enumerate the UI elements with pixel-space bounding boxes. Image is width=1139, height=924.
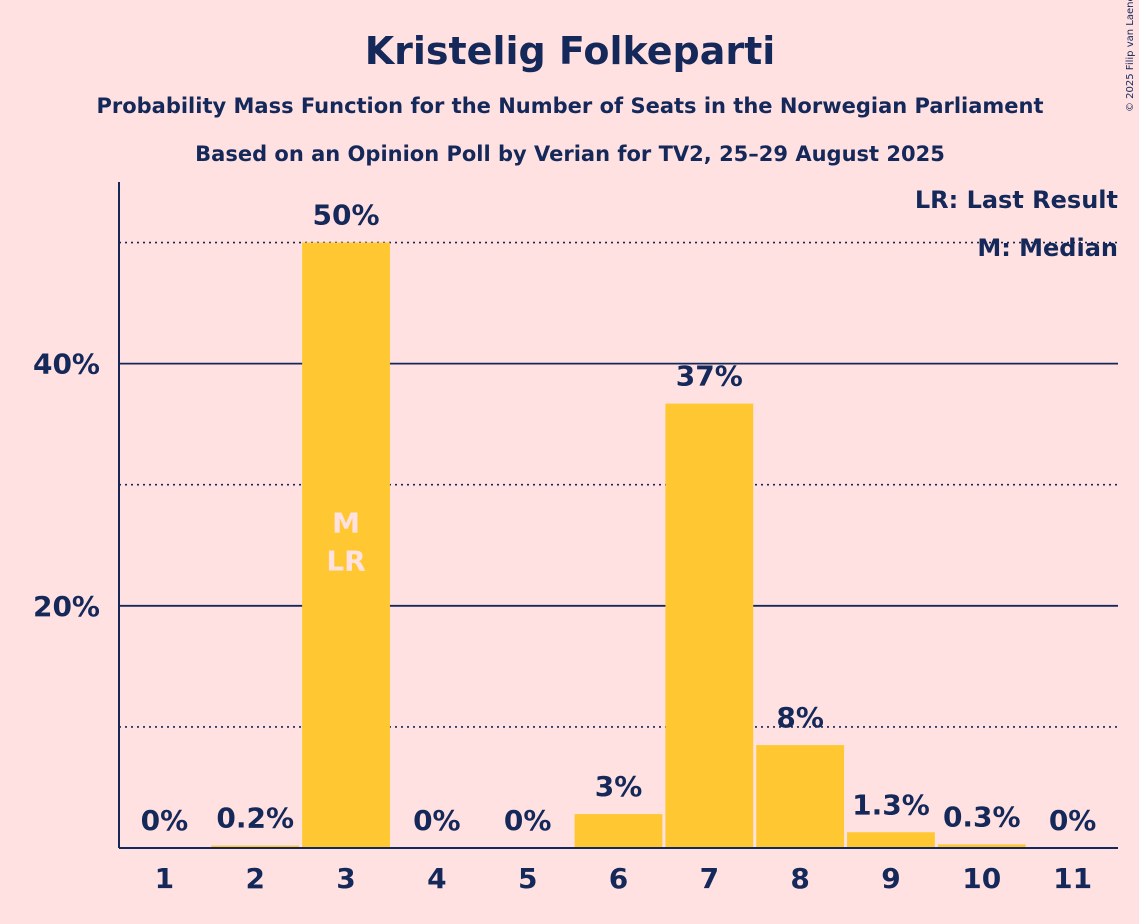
bar-value-label: 50% — [313, 199, 380, 232]
gridlines — [119, 241, 1118, 728]
x-tick-label: 7 — [700, 862, 719, 895]
x-tick-label: 1 — [155, 862, 174, 895]
bars — [211, 242, 1026, 848]
chart-title: Kristelig Folkeparti — [365, 29, 776, 73]
copyright-notice: © 2025 Filip van Laenen — [1125, 0, 1136, 112]
bar — [574, 814, 663, 848]
x-tick-label: 9 — [881, 862, 900, 895]
bar-value-label: 0% — [413, 804, 461, 837]
bar-marker-label: M — [332, 506, 360, 539]
bar-value-label: 37% — [676, 360, 743, 393]
y-tick-label: 40% — [33, 348, 100, 381]
x-tick-label: 6 — [609, 862, 628, 895]
bar-value-label: 0% — [504, 804, 552, 837]
data-labels: 0% 0.2% 50% 0% 0% 3% 37% 8% 1.3% 0.3% 0% M LR — [141, 199, 1097, 837]
bar — [665, 403, 754, 848]
legend-entry: M: Median — [977, 234, 1118, 262]
x-tick-label: 11 — [1053, 862, 1092, 895]
bar — [756, 745, 845, 848]
x-tick-label: 10 — [962, 862, 1001, 895]
bar-marker-label: LR — [326, 544, 365, 577]
bar — [937, 844, 1026, 848]
legend: LR: Last Result M: Median — [915, 186, 1118, 262]
y-tick-label: 20% — [33, 590, 100, 623]
bar-value-label: 8% — [776, 701, 824, 734]
bar — [847, 832, 935, 848]
chart-subtitle: Probability Mass Function for the Number… — [96, 94, 1043, 118]
axes: 20% 40% 1 2 3 4 5 6 7 8 9 10 11 — [33, 182, 1118, 895]
bar-value-label: 1.3% — [852, 788, 930, 821]
legend-entry: LR: Last Result — [915, 186, 1118, 214]
bar-value-label: 0% — [1049, 804, 1097, 837]
x-tick-label: 8 — [790, 862, 809, 895]
bar-value-label: 0.2% — [216, 802, 294, 835]
x-tick-label: 4 — [427, 862, 446, 895]
chart-subtitle-2: Based on an Opinion Poll by Verian for T… — [195, 142, 945, 166]
x-tick-label: 2 — [245, 862, 264, 895]
bar-value-label: 3% — [595, 770, 643, 803]
x-tick-label: 3 — [336, 862, 355, 895]
bar — [211, 845, 300, 848]
bar-value-label: 0.3% — [943, 800, 1021, 833]
bar — [302, 242, 390, 848]
bar-value-label: 0% — [141, 804, 189, 837]
x-tick-label: 5 — [518, 862, 537, 895]
